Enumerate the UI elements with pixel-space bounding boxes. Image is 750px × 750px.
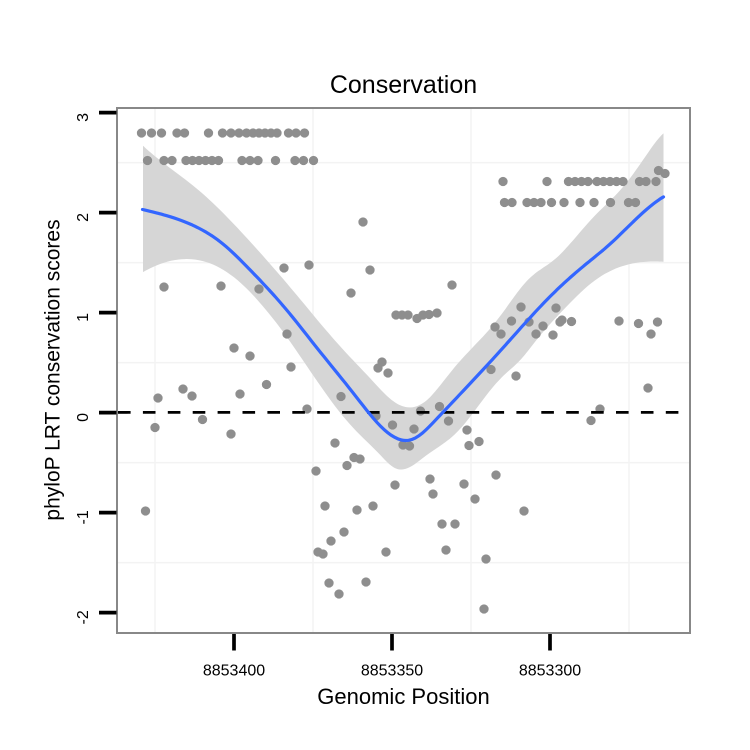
svg-text:3: 3 xyxy=(75,113,92,122)
svg-text:-2: -2 xyxy=(75,610,92,624)
svg-text:Conservation: Conservation xyxy=(330,71,477,99)
svg-text:phyloP LRT conservation scores: phyloP LRT conservation scores xyxy=(42,219,65,520)
svg-text:8853350: 8853350 xyxy=(361,663,423,680)
svg-text:8853300: 8853300 xyxy=(519,663,581,680)
svg-text:2: 2 xyxy=(75,213,92,222)
svg-text:1: 1 xyxy=(75,313,92,322)
svg-text:-1: -1 xyxy=(75,510,92,524)
svg-text:0: 0 xyxy=(75,413,92,422)
svg-text:8853400: 8853400 xyxy=(203,663,265,680)
svg-text:Genomic Position: Genomic Position xyxy=(317,684,489,709)
